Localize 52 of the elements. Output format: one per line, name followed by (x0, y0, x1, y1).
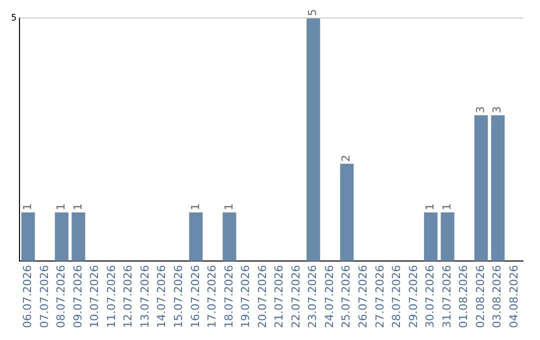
bar (222, 212, 236, 262)
bar (72, 212, 86, 262)
x-tick-label: 27.07.2026 (373, 265, 386, 328)
data-label: 1 (71, 203, 84, 210)
x-tick-label: 31.07.2026 (440, 265, 454, 328)
x-tick-label: 01.08.2026 (457, 265, 470, 328)
x-tick-label: 19.07.2026 (239, 265, 252, 328)
x-tick-label: 02.08.2026 (474, 265, 487, 328)
bar (340, 164, 354, 262)
x-tick-label: 08.07.2026 (54, 265, 68, 328)
x-tick-label: 24.07.2026 (322, 265, 336, 328)
x-tick-label: 07.07.2026 (38, 265, 51, 328)
x-tick-label: 15.07.2026 (172, 265, 185, 328)
x-tick-label: 06.07.2026 (20, 265, 34, 328)
x-tick-label: 12.07.2026 (122, 265, 135, 328)
x-tick-label: 17.07.2026 (206, 265, 219, 328)
x-tick-label: 03.08.2026 (490, 265, 504, 328)
x-tick-label: 21.07.2026 (272, 265, 286, 328)
x-tick-label: 10.07.2026 (88, 265, 102, 328)
x-tick-label: 20.07.2026 (256, 265, 269, 328)
data-label: 1 (424, 203, 437, 210)
bar (440, 212, 454, 262)
x-tick-label: 14.07.2026 (155, 265, 168, 328)
x-tick-label: 28.07.2026 (390, 265, 404, 328)
data-label: 3 (490, 106, 504, 114)
x-tick-label: 22.07.2026 (289, 265, 302, 328)
data-label: 5 (306, 9, 320, 16)
bar (189, 212, 203, 262)
x-tick-label: 29.07.2026 (406, 265, 420, 328)
bar (474, 115, 488, 262)
x-tick-label: 11.07.2026 (104, 265, 118, 328)
data-label: 1 (222, 203, 236, 210)
x-tick-label: 25.07.2026 (340, 265, 353, 328)
x-tick-label: 30.07.2026 (424, 265, 437, 328)
x-tick-label: 26.07.2026 (356, 265, 370, 328)
bar (21, 212, 35, 262)
bar (306, 18, 320, 262)
data-label: 1 (440, 203, 454, 210)
bar (424, 212, 438, 262)
x-tick-label: 04.08.2026 (508, 265, 521, 328)
data-label: 1 (54, 203, 68, 210)
bar (491, 115, 505, 262)
data-label: 1 (20, 203, 34, 210)
data-label: 3 (474, 106, 487, 114)
bar (54, 212, 68, 262)
x-tick-label: 13.07.2026 (138, 265, 152, 328)
data-label: 2 (340, 154, 353, 162)
x-tick-label: 23.07.2026 (306, 265, 320, 328)
data-label: 1 (188, 203, 202, 210)
x-tick-label: 16.07.2026 (188, 265, 202, 328)
x-tick-label: 09.07.2026 (71, 265, 84, 328)
x-tick-label: 18.07.2026 (222, 265, 236, 328)
